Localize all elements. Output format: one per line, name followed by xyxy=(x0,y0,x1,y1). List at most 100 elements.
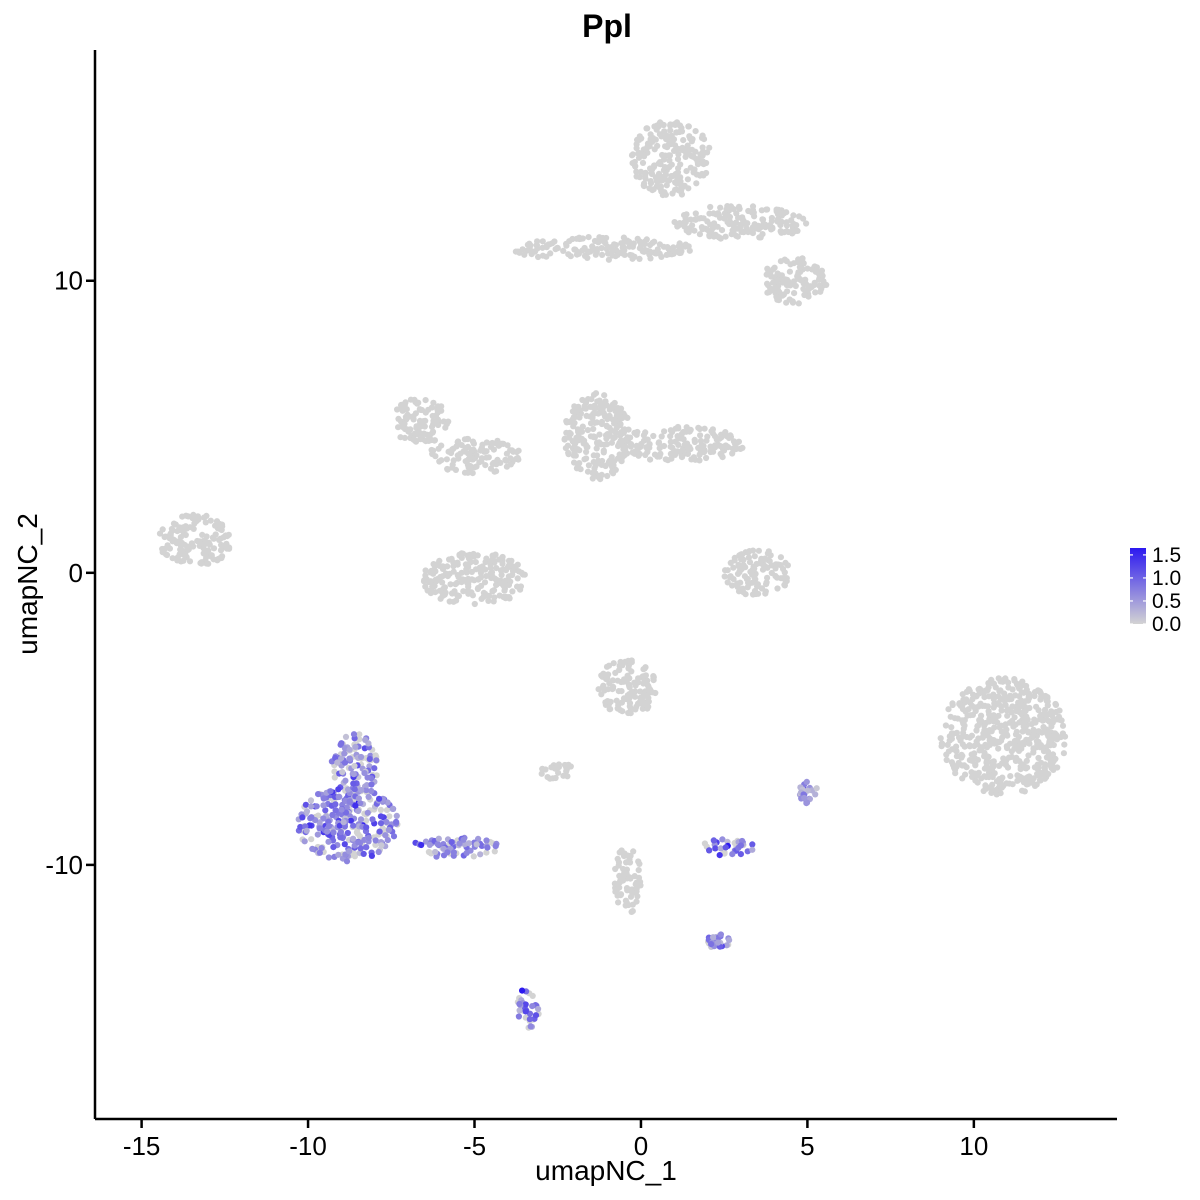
cell-point-2841 xyxy=(341,759,349,766)
cell-point-2548 xyxy=(356,731,363,738)
cell-point-3014 xyxy=(801,794,808,802)
cell-point-338 xyxy=(718,227,726,234)
cell-point-2700 xyxy=(337,828,344,836)
cell-point-845 xyxy=(513,455,520,462)
cell-point-1056 xyxy=(617,421,624,428)
cell-point-2329 xyxy=(626,700,634,707)
cell-point-1571 xyxy=(490,553,497,560)
cell-point-1230 xyxy=(632,448,639,455)
cell-point-187 xyxy=(699,144,706,151)
cell-point-1233 xyxy=(685,447,692,454)
cell-point-2791 xyxy=(327,788,334,795)
cell-point-862 xyxy=(429,447,437,454)
cell-point-345 xyxy=(790,227,797,234)
cell-point-451 xyxy=(764,289,771,296)
cell-point-2122 xyxy=(968,702,976,709)
cell-point-1363 xyxy=(179,550,186,558)
cell-point-1429 xyxy=(454,559,461,566)
cell-point-3011 xyxy=(813,785,820,792)
cell-point-2430 xyxy=(615,899,622,906)
cell-point-2310 xyxy=(632,706,639,713)
cell-point-2415 xyxy=(628,908,635,916)
cell-point-307 xyxy=(681,212,688,219)
cell-point-1870 xyxy=(1061,741,1068,748)
cell-point-2375 xyxy=(555,764,563,771)
cell-point-1176 xyxy=(624,434,631,441)
cell-point-2227 xyxy=(984,753,991,760)
cell-point-644 xyxy=(573,235,580,242)
colorbar-tick-label-1: 1.0 xyxy=(1152,567,1181,590)
cell-point-2167 xyxy=(992,684,999,691)
cell-point-175 xyxy=(666,163,673,171)
cell-point-192 xyxy=(673,129,680,136)
cell-point-860 xyxy=(490,446,497,453)
cell-point-365 xyxy=(723,206,730,213)
cell-point-2869 xyxy=(477,851,484,858)
cell-point-1629 xyxy=(727,559,734,567)
cell-point-1081 xyxy=(600,447,607,454)
cell-point-2930 xyxy=(527,1023,534,1030)
cell-point-2189 xyxy=(1020,775,1027,782)
cell-point-2863 xyxy=(342,733,350,741)
cell-point-1298 xyxy=(203,533,210,540)
cell-point-2636 xyxy=(318,845,325,852)
cell-point-2107 xyxy=(1053,731,1060,739)
cell-point-1331 xyxy=(170,520,178,527)
cell-point-1581 xyxy=(474,552,481,559)
cell-point-2773 xyxy=(376,795,383,802)
cell-point-753 xyxy=(435,421,442,429)
cell-point-2419 xyxy=(620,865,627,873)
cell-point-2085 xyxy=(1004,712,1011,719)
cell-point-1546 xyxy=(454,593,461,600)
cell-point-705 xyxy=(440,418,447,425)
cell-point-1521 xyxy=(514,575,521,582)
cell-point-2217 xyxy=(999,783,1007,790)
cell-point-1239 xyxy=(699,445,706,452)
cell-point-447 xyxy=(812,289,819,296)
cell-point-372 xyxy=(796,213,803,220)
cell-point-554 xyxy=(563,240,570,247)
cell-point-1504 xyxy=(455,574,462,581)
cell-point-2176 xyxy=(1026,740,1033,747)
cell-point-1350 xyxy=(216,555,223,562)
cell-point-1375 xyxy=(203,512,210,520)
cell-point-2123 xyxy=(1058,717,1065,724)
cell-point-2133 xyxy=(987,784,995,792)
cell-point-2148 xyxy=(953,743,960,750)
cell-point-1512 xyxy=(517,583,525,590)
cell-point-1070 xyxy=(611,420,618,427)
cell-point-1682 xyxy=(772,561,780,568)
cell-point-1696 xyxy=(744,575,751,583)
cell-point-750 xyxy=(430,399,437,406)
cell-point-2701 xyxy=(384,799,391,806)
cell-point-385 xyxy=(712,231,719,238)
cell-point-1773 xyxy=(995,745,1002,752)
cell-point-1069 xyxy=(591,434,599,441)
cell-point-1500 xyxy=(444,573,451,580)
cell-point-1017 xyxy=(593,445,600,452)
cell-point-203 xyxy=(644,125,651,132)
cell-point-2440 xyxy=(633,898,640,905)
cell-point-1513 xyxy=(449,590,456,597)
cell-point-2177 xyxy=(1030,746,1037,753)
cell-point-1188 xyxy=(687,426,694,433)
cell-point-2779 xyxy=(346,798,353,805)
cell-point-126 xyxy=(651,123,658,130)
cell-point-1072 xyxy=(574,426,582,433)
cell-point-2721 xyxy=(330,829,337,836)
cell-point-176 xyxy=(704,149,711,156)
cell-point-754 xyxy=(399,405,406,412)
cell-point-1030 xyxy=(576,460,583,467)
cell-point-2789 xyxy=(350,822,357,829)
cell-point-1781 xyxy=(944,741,951,749)
cell-point-2687 xyxy=(376,828,383,835)
cell-point-2436 xyxy=(635,858,642,865)
cell-point-675 xyxy=(394,406,401,413)
cell-point-1437 xyxy=(458,569,465,576)
cell-point-190 xyxy=(678,124,685,132)
cell-point-592 xyxy=(524,247,531,254)
cell-point-2174 xyxy=(1042,692,1049,700)
cell-point-380 xyxy=(676,220,683,227)
cell-point-499 xyxy=(560,247,567,254)
cell-point-2618 xyxy=(364,809,371,816)
